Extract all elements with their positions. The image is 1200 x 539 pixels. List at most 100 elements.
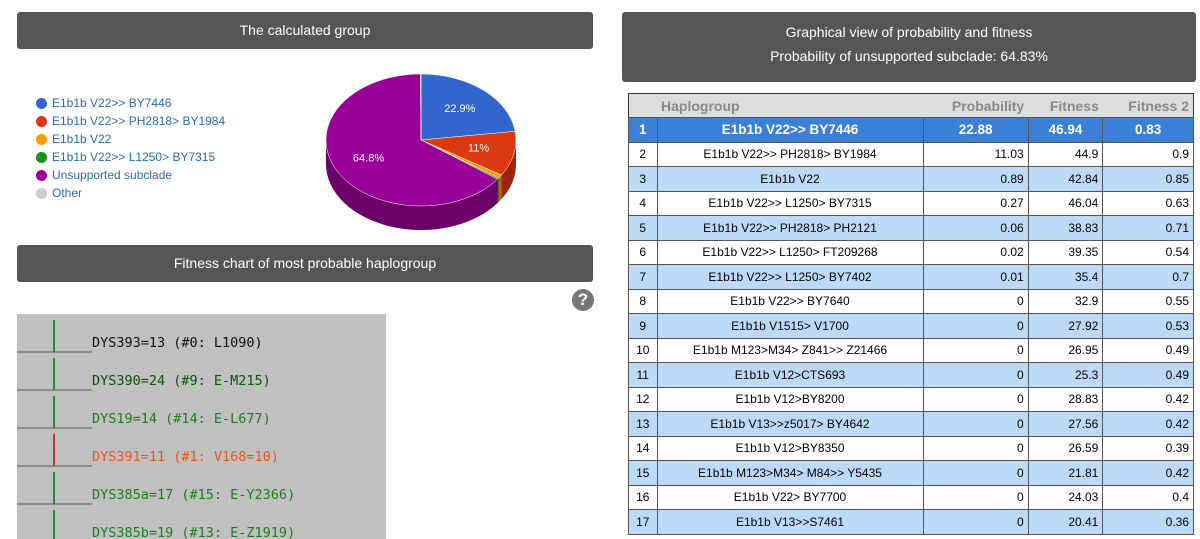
table-cell: E1b1b V1515> V1700	[656, 313, 924, 339]
header-cell: Fitness 2	[1102, 93, 1194, 118]
table-cell: 35.4	[1027, 264, 1104, 290]
header-cell: Probability	[923, 93, 1029, 118]
table-cell: 7	[628, 264, 658, 290]
table-row: 3 E1b1b V22 0.89 42.84 0.85	[628, 166, 1194, 192]
table-cell: 1	[628, 117, 658, 143]
legend-swatch	[36, 115, 47, 127]
table-cell: 0	[922, 313, 1029, 339]
table-cell: 2	[628, 141, 658, 167]
legend-swatch	[36, 169, 47, 181]
legend: E1b1b V22>> BY7446 E1b1b V22>> PH2818> BY…	[36, 94, 225, 202]
help-icon[interactable]: ?	[572, 289, 594, 311]
table-cell: 5	[628, 215, 658, 241]
table-cell: 10	[628, 337, 658, 363]
slice-label: 11%	[468, 143, 489, 155]
legend-label: E1b1b V22>> BY7446	[52, 96, 172, 110]
table-row: 7 E1b1b V22>> L1250> BY7402 0.01 35.4 0.7	[628, 264, 1194, 290]
table-cell: 39.35	[1027, 239, 1104, 265]
table-cell: 24.03	[1027, 484, 1104, 510]
table-row: 11 E1b1b V12>CTS693 0 25.3 0.49	[628, 362, 1194, 388]
table-cell: 14	[628, 435, 658, 461]
table-cell: 27.92	[1027, 313, 1104, 339]
legend-swatch	[36, 151, 47, 163]
table-cell: 46.94	[1027, 117, 1104, 143]
legend-swatch	[36, 187, 47, 199]
legend-item: Other	[36, 184, 225, 202]
pie-slice	[420, 73, 422, 141]
table-cell: 0.4	[1102, 484, 1194, 510]
table-cell: E1b1b V22>> BY7640	[656, 288, 924, 314]
legend-item: E1b1b V22>> BY7446	[36, 94, 225, 112]
legend-item: E1b1b V22	[36, 130, 225, 148]
table-cell: 0	[922, 362, 1029, 388]
legend-label: Unsupported subclade	[52, 168, 173, 182]
table-cell: E1b1b V12>BY8200	[656, 386, 924, 412]
table-cell: E1b1b M123>M34> Z841>> Z21466	[656, 337, 924, 363]
table-cell: 0.02	[922, 239, 1029, 265]
table-cell: 0.36	[1102, 509, 1194, 535]
table-cell: E1b1b V22	[656, 166, 924, 192]
table-row: 14 E1b1b V12>BY8350 0 26.59 0.39	[628, 435, 1194, 461]
table-cell: E1b1b V12>CTS693	[656, 362, 924, 388]
table-cell: 32.9	[1027, 288, 1104, 314]
legend-item: E1b1b V22>> L1250> BY7315	[36, 148, 225, 166]
legend-swatch	[36, 97, 47, 109]
table-cell: 0.55	[1102, 288, 1194, 314]
table-cell: 0.01	[922, 264, 1029, 290]
table-cell: E1b1b M123>M34> M84>> Y5435	[656, 460, 924, 486]
pie-slice-side	[497, 178, 499, 204]
fitness-lines	[17, 320, 92, 539]
table-cell: 25.3	[1027, 362, 1104, 388]
table-cell: 26.95	[1027, 337, 1104, 363]
table-cell: 13	[628, 411, 658, 437]
table-cell: 0.27	[922, 190, 1029, 216]
table-cell: 0	[922, 288, 1029, 314]
legend-label: Other	[52, 186, 83, 200]
table-row: 6 E1b1b V22>> L1250> FT209268 0.02 39.35 0.5…	[628, 239, 1194, 265]
table-cell: 0	[922, 435, 1029, 461]
table-cell: E1b1b V12>BY8350	[656, 435, 924, 461]
left-header: The calculated group	[17, 12, 593, 49]
table-cell: 42.84	[1027, 166, 1104, 192]
table-cell: 15	[628, 460, 658, 486]
slice-label: 22.9%	[444, 103, 475, 115]
legend-swatch	[36, 133, 47, 145]
table-row: 1 E1b1b V22>> BY7446 22.88 46.94 0.83	[628, 117, 1194, 143]
table-cell: E1b1b V22> BY7700	[656, 484, 924, 510]
table-row: 10 E1b1b M123>M34> Z841>> Z21466 0 26.95 0.4…	[628, 337, 1194, 363]
table-row: 8 E1b1b V22>> BY7640 0 32.9 0.55	[628, 288, 1194, 314]
legend-label: E1b1b V22	[52, 132, 112, 146]
pie-sides	[326, 140, 516, 231]
table-cell: 0.39	[1102, 435, 1194, 461]
table-cell: 9	[628, 313, 658, 339]
table-row: 12 E1b1b V12>BY8200 0 28.83 0.42	[628, 386, 1194, 412]
table-cell: 11	[628, 362, 658, 388]
table-row: 4 E1b1b V22>> L1250> BY7315 0.27 46.04 0.63	[628, 190, 1194, 216]
table-cell: 0.06	[922, 215, 1029, 241]
table-row: 9 E1b1b V1515> V1700 0 27.92 0.53	[628, 313, 1194, 339]
table-cell: 8	[628, 288, 658, 314]
table-cell: E1b1b V22>> L1250> BY7315	[656, 190, 924, 216]
right-subtitle: Probability of unsupported subclade: 64.…	[770, 48, 1048, 64]
header-cell	[628, 93, 657, 118]
table-cell: 0.53	[1102, 313, 1194, 339]
table-cell: E1b1b V13>>z5017> BY4642	[656, 411, 924, 437]
pie-slice-side	[326, 140, 498, 231]
table-cell: 28.83	[1027, 386, 1104, 412]
pie-slice-side	[498, 175, 502, 203]
table-cell: E1b1b V22>> PH2818> BY1984	[656, 141, 924, 167]
table-cell: 0.42	[1102, 460, 1194, 486]
slice-label: 64.8%	[353, 152, 384, 164]
pie-slice-side	[501, 140, 516, 200]
table-cell: E1b1b V22>> L1250> BY7402	[656, 264, 924, 290]
legend-label: E1b1b V22>> PH2818> BY1984	[52, 114, 226, 128]
table-cell: 0.54	[1102, 239, 1194, 265]
table-cell: 11.03	[922, 141, 1029, 167]
pie-tops: 22.9% 11% 64.8%	[325, 73, 517, 207]
table-cell: 0.63	[1102, 190, 1194, 216]
fitness-entry: DYS391=11 (#1: V168=10)	[92, 449, 279, 465]
table-cell: 0.83	[1102, 117, 1194, 143]
pie-slice	[420, 73, 516, 141]
